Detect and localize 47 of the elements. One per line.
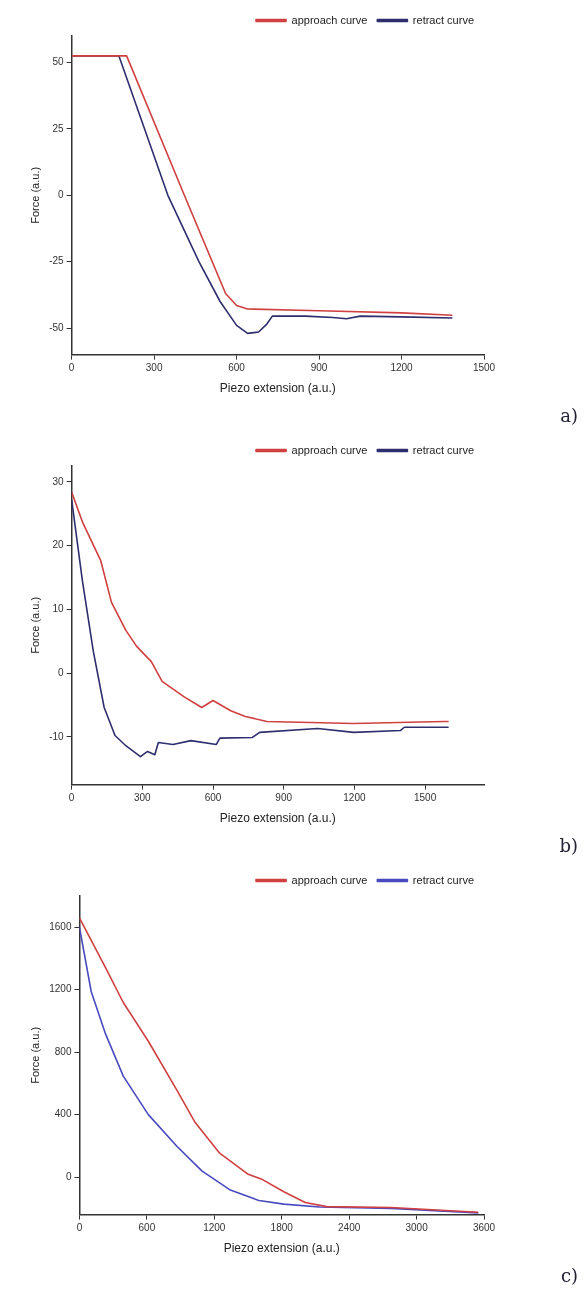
x-tick-label: 900 [275, 792, 293, 804]
y-tick-label: 0 [58, 189, 65, 201]
legend-label: retract curve [412, 873, 475, 886]
x-tick-label: 1200 [343, 792, 366, 804]
x-tick-label: 600 [204, 792, 222, 804]
y-axis-title: Force (a.u.) [28, 166, 41, 224]
y-tick-label: 50 [52, 56, 65, 68]
x-tick-label: 600 [228, 362, 246, 374]
x-tick-label: 3000 [405, 1222, 429, 1234]
x-tick-label: 300 [145, 362, 163, 374]
y-tick-label: -25 [49, 255, 65, 267]
legend-label: retract curve [412, 443, 475, 456]
x-axis-title: Piezo extension (a.u.) [223, 1241, 340, 1256]
y-tick-label: 1600 [49, 920, 72, 932]
text: b) [559, 834, 578, 856]
x-tick-label: 0 [76, 1222, 83, 1234]
x-tick-label: 1200 [390, 362, 414, 374]
legend-label: approach curve [291, 873, 368, 886]
legend-label: approach curve [291, 443, 368, 456]
y-tick-label: 0 [65, 1170, 72, 1182]
y-tick-label: 800 [54, 1045, 72, 1057]
x-axis-title: Piezo extension (a.u.) [219, 381, 336, 396]
y-tick-label: 1200 [49, 983, 72, 995]
y-tick-label: -50 [49, 321, 65, 333]
x-tick-label: 1800 [270, 1222, 294, 1234]
y-tick-label: 0 [58, 666, 65, 678]
y-tick-label: -10 [49, 730, 65, 742]
y-tick-label: 20 [52, 539, 65, 551]
x-tick-label: 900 [310, 362, 328, 374]
legend-label: approach curve [291, 13, 368, 26]
x-tick-label: 300 [134, 792, 152, 804]
x-tick-label: 600 [138, 1222, 156, 1234]
y-axis-title: Force (a.u.) [28, 596, 41, 654]
y-tick-label: 30 [52, 475, 65, 487]
y-tick-label: 400 [54, 1108, 72, 1120]
x-tick-label: 1200 [203, 1222, 226, 1234]
x-tick-label: 3600 [472, 1222, 496, 1234]
x-axis-title: Piezo extension (a.u.) [219, 811, 336, 826]
text: a) [560, 404, 578, 426]
x-tick-label: 1500 [472, 362, 496, 374]
legend-label: retract curve [412, 13, 475, 26]
x-tick-label: 1500 [413, 792, 437, 804]
y-tick-label: 25 [52, 122, 65, 134]
text: c) [560, 1264, 578, 1286]
y-axis-title: Force (a.u.) [28, 1026, 41, 1084]
x-tick-label: 2400 [338, 1222, 361, 1234]
y-tick-label: 10 [52, 603, 65, 615]
